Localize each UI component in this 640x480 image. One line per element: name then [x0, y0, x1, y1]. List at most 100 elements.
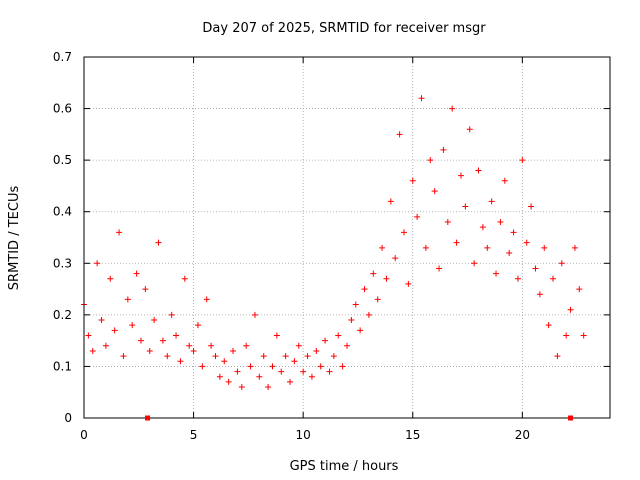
chart-title: Day 207 of 2025, SRMTID for receiver msg… [202, 21, 486, 36]
data-point [563, 332, 570, 339]
data-point [335, 332, 342, 339]
data-point [571, 244, 578, 251]
y-tick-label: 0 [64, 411, 72, 425]
data-point [199, 363, 206, 370]
data-point [291, 358, 298, 365]
data-point [357, 327, 364, 334]
x-tick-label: 20 [515, 428, 530, 442]
data-point [173, 332, 180, 339]
data-point [392, 255, 399, 262]
y-tick-label: 0.7 [53, 50, 72, 64]
data-point [300, 368, 307, 375]
data-point [159, 337, 166, 344]
data-point [440, 146, 447, 153]
data-point [501, 177, 508, 184]
data-point [251, 311, 258, 318]
data-point [567, 306, 574, 313]
data-point [418, 95, 425, 102]
data-point [514, 275, 521, 282]
data-point [282, 353, 289, 360]
data-point [488, 198, 495, 205]
data-point [326, 368, 333, 375]
data-point [102, 342, 109, 349]
data-point [295, 342, 302, 349]
data-point [396, 131, 403, 138]
data-point [146, 347, 153, 354]
data-point [111, 327, 118, 334]
data-point [361, 286, 368, 293]
data-point [580, 332, 587, 339]
data-point [260, 353, 267, 360]
data-point [510, 229, 517, 236]
data-point [304, 353, 311, 360]
data-point [330, 353, 337, 360]
data-point [519, 157, 526, 164]
data-point [247, 363, 254, 370]
data-point [212, 353, 219, 360]
data-point [400, 229, 407, 236]
data-point [269, 363, 276, 370]
y-tick-label: 0.4 [53, 205, 72, 219]
axis-marker-1 [568, 415, 574, 421]
data-point [344, 342, 350, 349]
data-point [532, 265, 539, 272]
data-point [348, 317, 355, 324]
data-point [409, 177, 416, 184]
data-point [107, 275, 114, 282]
x-tick-label: 0 [80, 428, 88, 442]
y-tick-label: 0.5 [53, 153, 72, 167]
plot-frame [83, 56, 611, 419]
data-point [124, 296, 131, 303]
data-point [466, 126, 473, 133]
data-point [216, 373, 223, 380]
data-point [493, 270, 500, 277]
data-point [194, 322, 201, 329]
grid [84, 57, 610, 418]
data-point [225, 378, 232, 385]
data-point [221, 358, 228, 365]
data-point [168, 311, 175, 318]
axis-marker-0 [145, 415, 151, 421]
data-point [142, 286, 149, 293]
y-axis-label: SRMTID / TECUs [7, 186, 22, 291]
axis-markers [145, 415, 574, 421]
y-tick-label: 0.3 [53, 256, 72, 270]
data-point [497, 219, 504, 226]
data-point [484, 244, 491, 251]
data-point [475, 167, 482, 174]
data-point [422, 244, 429, 251]
data-point [427, 157, 434, 164]
data-point [308, 373, 315, 380]
data-point [523, 239, 530, 246]
data-point [164, 353, 171, 360]
data-point [155, 239, 162, 246]
data-point [89, 347, 96, 354]
data-point [186, 342, 193, 349]
data-point [352, 301, 359, 308]
data-point [374, 296, 381, 303]
data-point [457, 172, 464, 179]
data-point [313, 347, 320, 354]
data-point [536, 291, 543, 298]
data-point [238, 384, 245, 391]
data-point [234, 368, 241, 375]
data-point [528, 203, 535, 210]
data-point [94, 260, 101, 267]
x-tick-label: 5 [190, 428, 198, 442]
data-point [230, 347, 237, 354]
data-point [545, 322, 552, 329]
data-point [387, 198, 394, 205]
data-point [550, 275, 557, 282]
data-point [506, 249, 513, 256]
x-tick-label: 15 [405, 428, 420, 442]
data-point [370, 270, 377, 277]
data-point [317, 363, 324, 370]
data-point [383, 275, 390, 282]
data-point [177, 358, 184, 365]
data-point [151, 317, 158, 324]
data-point [576, 286, 583, 293]
data-point [133, 270, 140, 277]
data-point [471, 260, 478, 267]
data-point [287, 378, 294, 385]
